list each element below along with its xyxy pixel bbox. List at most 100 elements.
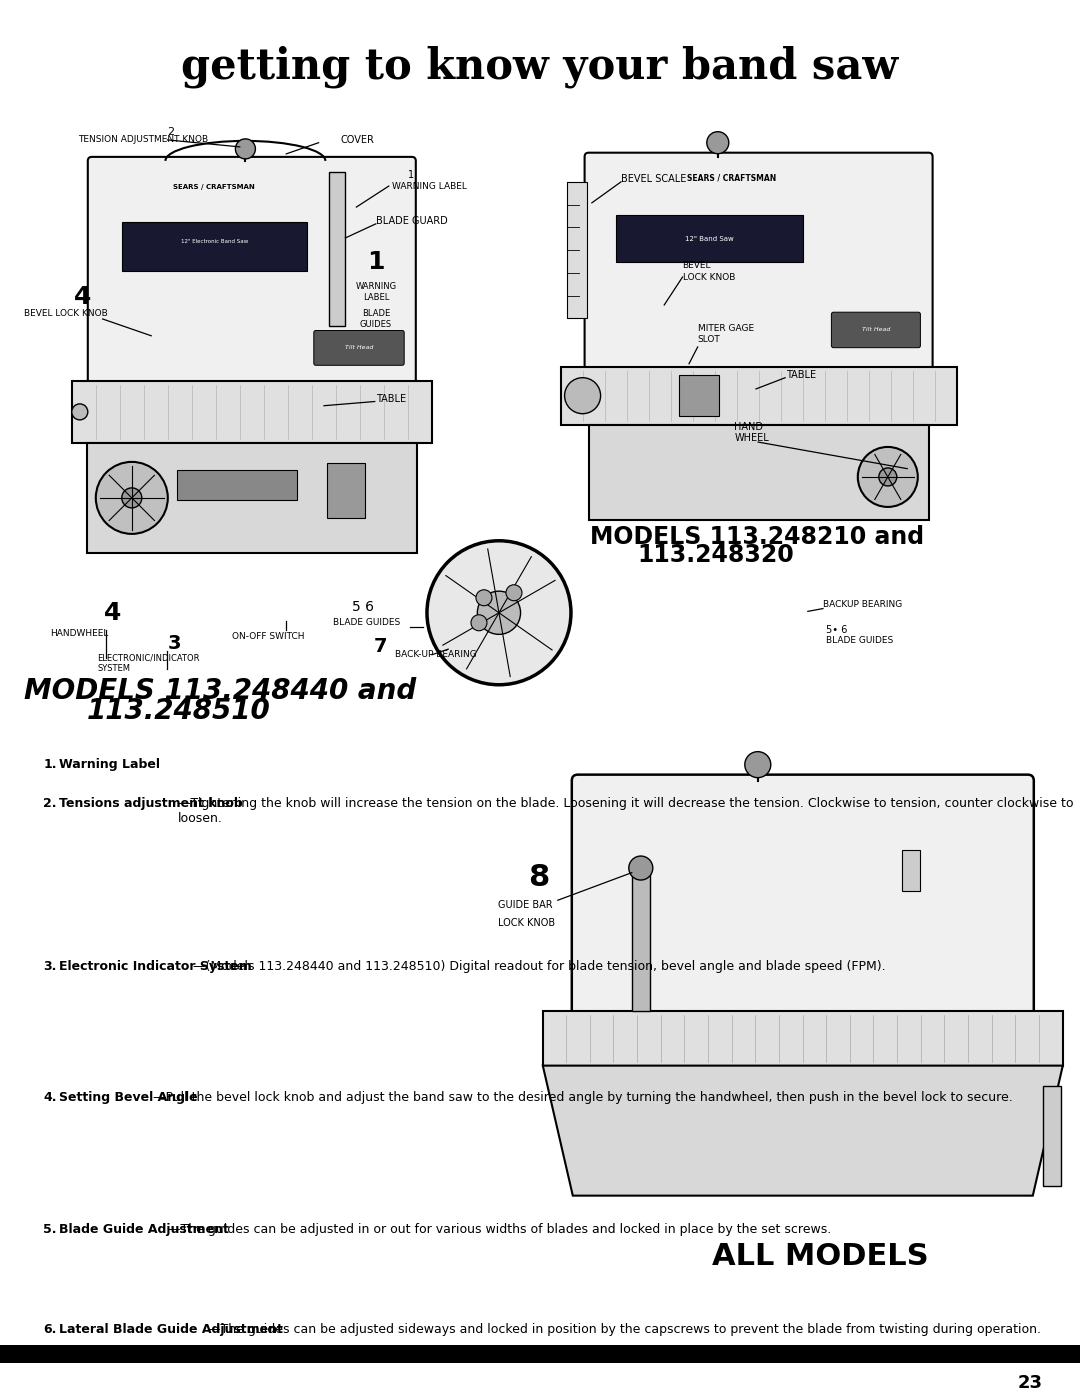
Text: 113.248510: 113.248510: [86, 697, 270, 725]
Text: 3: 3: [167, 634, 181, 653]
Circle shape: [745, 751, 771, 778]
Text: WARNING: WARNING: [355, 283, 396, 291]
Bar: [86, 443, 417, 553]
Text: —(Models 113.248440 and 113.248510) Digital readout for blade tension, bevel ang: —(Models 113.248440 and 113.248510) Digi…: [193, 960, 886, 972]
Circle shape: [879, 467, 896, 485]
Circle shape: [706, 132, 729, 154]
Bar: [543, 1010, 1063, 1066]
Text: TENSION ADJUSTMENT KNOB: TENSION ADJUSTMENT KNOB: [78, 136, 207, 144]
Text: 3.: 3.: [43, 960, 56, 972]
Circle shape: [477, 592, 521, 634]
Text: MODELS 113.248440 and: MODELS 113.248440 and: [24, 677, 416, 705]
Text: TABLE: TABLE: [786, 369, 816, 381]
Text: Warning Label: Warning Label: [59, 758, 161, 771]
Text: Blade Guide Adjustment: Blade Guide Adjustment: [59, 1223, 229, 1235]
Text: Tensions adjustment knob: Tensions adjustment knob: [59, 797, 243, 810]
Text: —Pull the bevel lock knob and adjust the band saw to the desired angle by turnin: —Pull the bevel lock knob and adjust the…: [153, 1091, 1013, 1104]
Text: 12" Electronic Band Saw: 12" Electronic Band Saw: [181, 239, 248, 245]
Text: 4: 4: [104, 600, 121, 625]
Bar: [616, 215, 802, 262]
Bar: [327, 463, 365, 518]
Text: SYSTEM: SYSTEM: [97, 665, 131, 673]
Text: BEVEL: BEVEL: [683, 262, 711, 270]
Text: WARNING LABEL: WARNING LABEL: [392, 182, 467, 190]
Text: 113.248320: 113.248320: [637, 543, 794, 568]
Bar: [902, 849, 920, 891]
Text: 6.: 6.: [43, 1323, 56, 1336]
Text: 12" Band Saw: 12" Band Saw: [685, 235, 733, 242]
Text: LOCK KNOB: LOCK KNOB: [683, 273, 734, 281]
Circle shape: [629, 856, 652, 880]
Text: BLADE GUARD: BLADE GUARD: [376, 215, 447, 227]
Bar: [561, 367, 957, 425]
Text: SLOT: SLOT: [698, 336, 720, 344]
Text: LABEL: LABEL: [363, 294, 389, 302]
Text: BACKUP BEARING: BACKUP BEARING: [823, 600, 902, 609]
Text: GUIDE BAR: GUIDE BAR: [498, 900, 553, 909]
Text: Tilt Head: Tilt Head: [862, 327, 890, 333]
Text: —The guides can be adjusted sideways and locked in position by the capscrews to : —The guides can be adjusted sideways and…: [207, 1323, 1041, 1336]
Circle shape: [858, 446, 918, 506]
Text: 8: 8: [528, 863, 549, 891]
Text: ALL MODELS: ALL MODELS: [713, 1242, 929, 1270]
Text: HAND: HAND: [734, 421, 764, 432]
Text: BLADE GUIDES: BLADE GUIDES: [826, 637, 893, 645]
Text: —Tightening the knob will increase the tension on the blade. Loosening it will d: —Tightening the knob will increase the t…: [178, 797, 1074, 825]
Text: MITER GAGE: MITER GAGE: [698, 325, 754, 333]
Text: WHEEL: WHEEL: [734, 432, 769, 443]
Polygon shape: [543, 1066, 1063, 1196]
Circle shape: [122, 488, 141, 508]
Text: Lateral Blade Guide Adjustment: Lateral Blade Guide Adjustment: [59, 1323, 283, 1336]
Text: 5• 6: 5• 6: [826, 624, 848, 635]
Bar: [567, 182, 586, 319]
Text: 5.: 5.: [43, 1223, 57, 1235]
Bar: [71, 381, 432, 443]
Bar: [589, 425, 929, 519]
Text: Electronic Indicator System: Electronic Indicator System: [59, 960, 252, 972]
Circle shape: [96, 462, 167, 534]
FancyBboxPatch shape: [87, 157, 416, 385]
Text: 1.: 1.: [43, 758, 57, 771]
Text: HANDWHEEL: HANDWHEEL: [50, 630, 108, 638]
FancyBboxPatch shape: [832, 312, 920, 348]
Circle shape: [565, 378, 600, 414]
Text: BLADE: BLADE: [362, 309, 390, 318]
Text: TABLE: TABLE: [376, 393, 406, 404]
Text: 5 6: 5 6: [352, 600, 374, 614]
FancyBboxPatch shape: [314, 330, 404, 365]
Text: BLADE GUIDES: BLADE GUIDES: [333, 618, 400, 627]
Circle shape: [505, 585, 522, 600]
Bar: [0, 1344, 1080, 1363]
Bar: [679, 375, 719, 416]
Bar: [328, 172, 345, 326]
Text: Setting Bevel Angle: Setting Bevel Angle: [59, 1091, 198, 1104]
Text: 4: 4: [73, 284, 91, 309]
Text: 2: 2: [167, 126, 175, 137]
Text: SEARS / CRAFTSMAN: SEARS / CRAFTSMAN: [687, 173, 777, 182]
Circle shape: [427, 541, 571, 684]
Bar: [632, 873, 650, 1010]
Text: MODELS 113.248210 and: MODELS 113.248210 and: [590, 525, 923, 550]
Text: 4.: 4.: [43, 1091, 57, 1104]
Text: GUIDES: GUIDES: [360, 320, 392, 329]
Text: 2.: 2.: [43, 797, 57, 810]
Text: 1: 1: [408, 169, 415, 180]
Text: BEVEL SCALE: BEVEL SCALE: [621, 173, 687, 185]
Text: COVER: COVER: [340, 134, 374, 145]
Text: Tilt Head: Tilt Head: [345, 346, 374, 350]
Circle shape: [471, 614, 487, 631]
Text: ON-OFF SWITCH: ON-OFF SWITCH: [231, 632, 305, 641]
Text: LOCK KNOB: LOCK KNOB: [498, 918, 555, 929]
Circle shape: [71, 404, 87, 420]
Text: —The guides can be adjusted in or out for various widths of blades and locked in: —The guides can be adjusted in or out fo…: [168, 1223, 832, 1235]
Circle shape: [476, 590, 492, 606]
Bar: [1043, 1086, 1061, 1185]
FancyBboxPatch shape: [571, 775, 1034, 1017]
Text: 1: 1: [367, 249, 384, 274]
Text: SEARS / CRAFTSMAN: SEARS / CRAFTSMAN: [173, 185, 254, 190]
Text: getting to know your band saw: getting to know your band saw: [181, 46, 899, 88]
Text: BACK-UP BEARING: BACK-UP BEARING: [395, 651, 477, 659]
Circle shape: [235, 139, 255, 159]
Text: 23: 23: [1017, 1374, 1042, 1392]
Bar: [177, 470, 297, 501]
